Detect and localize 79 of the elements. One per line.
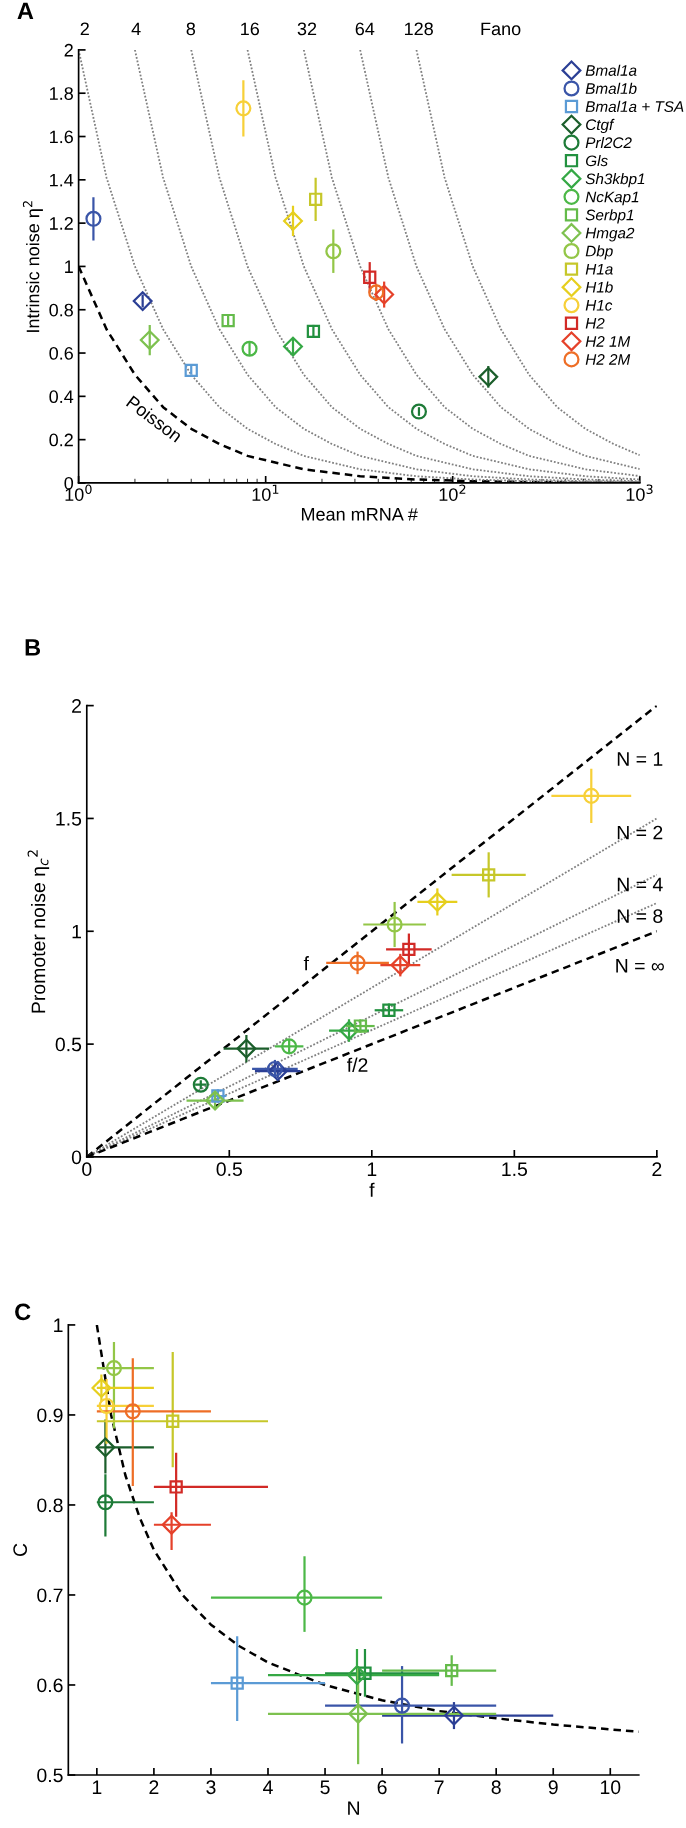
x-tick-label: 10$^{2}$ (439, 484, 466, 501)
legend-label: Dbp (585, 245, 613, 260)
x-tick-label: 3 (206, 1780, 216, 1795)
legend-label: H2 2M (585, 354, 631, 365)
legend-label: H2 (585, 317, 605, 329)
text: 8 (186, 22, 196, 36)
y-tick-label: 2 (72, 699, 81, 713)
legend-label: Prl2C2 (585, 136, 632, 149)
legend-label: Bmal1a + TSA (585, 100, 684, 113)
legend-label: H1a (585, 263, 613, 275)
x-tick-label: 1 (92, 1780, 102, 1794)
y-tick-label: 1.6 (50, 130, 73, 144)
y-tick-label: 1.2 (50, 217, 73, 230)
y-axis-title: Promoter noise η$_{c}$$^{2}$ (27, 850, 50, 1013)
y-tick-label: 1.8 (50, 87, 73, 100)
x-tick-label: 5 (320, 1780, 330, 1795)
x-tick-label: 1 (367, 1162, 377, 1176)
annotation: N = ∞ (616, 959, 664, 973)
y-tick-label: 1 (65, 260, 73, 273)
legend-label: Ctgf (586, 118, 615, 134)
text: 128 (404, 22, 433, 36)
legend-label: Gls (585, 154, 608, 167)
annotation: N = 2 (617, 825, 663, 840)
y-tick-label: 0.8 (49, 303, 73, 317)
y-tick-label: 0.6 (49, 346, 73, 360)
y-tick-label: 1 (54, 1318, 63, 1332)
y-tick-label: 0.5 (55, 1037, 82, 1052)
annotation: N = 4 (617, 877, 663, 892)
legend-label: Hmga2 (585, 227, 635, 242)
x-tick-label: 0.5 (216, 1162, 242, 1177)
y-tick-label: 1.5 (56, 812, 82, 826)
y-tick-label: 0.5 (37, 1768, 63, 1783)
y-tick-label: 0.9 (37, 1408, 63, 1423)
y-tick-label: 0.2 (49, 433, 73, 447)
text: 16 (241, 22, 260, 36)
y-tick-label: 0.6 (37, 1678, 63, 1693)
x-tick-label: 7 (434, 1780, 444, 1794)
text: 64 (355, 22, 375, 36)
x-axis-title: N (348, 1801, 359, 1815)
x-tick-label: 1.5 (502, 1162, 528, 1177)
x-tick-label: 2 (652, 1162, 662, 1176)
legend-label: Bmal1a (585, 64, 637, 76)
legend-label: H1c (585, 300, 613, 311)
y-tick-label: 1.4 (50, 173, 74, 187)
text: Fano (481, 22, 521, 36)
chart-title: A (17, 2, 34, 20)
y-axis-title: C (13, 1543, 28, 1556)
y-tick-label: 0.7 (37, 1588, 63, 1603)
legend-label: H2 1M (585, 336, 631, 347)
x-tick-label: 4 (263, 1780, 273, 1794)
annotation: N = 1 (617, 752, 663, 766)
legend-label: Bmal1b (585, 82, 637, 94)
x-tick-label: 10$^{3}$ (626, 484, 653, 501)
legend-label: Serbp1 (585, 209, 634, 224)
legend-label: NcKap1 (585, 191, 639, 206)
text: 4 (131, 22, 141, 36)
text: 32 (297, 22, 317, 36)
x-tick-label: 6 (377, 1780, 387, 1795)
x-tick-label: 0 (82, 1162, 92, 1177)
y-axis-title: Intrinsic noise η$^{2}$ (22, 201, 43, 332)
annotation: N = 8 (617, 909, 663, 923)
x-tick-label: 9 (548, 1780, 558, 1795)
x-tick-label: 10 (600, 1780, 621, 1795)
annotation: f (303, 956, 309, 971)
x-axis-title: Mean mRNA # (301, 508, 418, 521)
x-tick-label: 10$^{1}$ (252, 484, 279, 501)
y-tick-label: 0.8 (37, 1498, 63, 1513)
annotation: f/2 (347, 1057, 368, 1072)
x-axis-title: f (369, 1182, 375, 1197)
y-tick-label: 0.4 (49, 390, 74, 404)
x-tick-label: 8 (491, 1780, 501, 1795)
y-tick-label: 1 (72, 924, 81, 939)
legend-label: H1b (585, 281, 613, 293)
x-tick-label: 2 (149, 1780, 159, 1794)
y-tick-label: 2 (64, 43, 73, 57)
chart-title: C (15, 1303, 31, 1321)
chart-title: B (25, 639, 41, 656)
legend-label: Sh3kbp1 (585, 173, 645, 188)
y-tick-label: 0 (71, 1150, 82, 1165)
